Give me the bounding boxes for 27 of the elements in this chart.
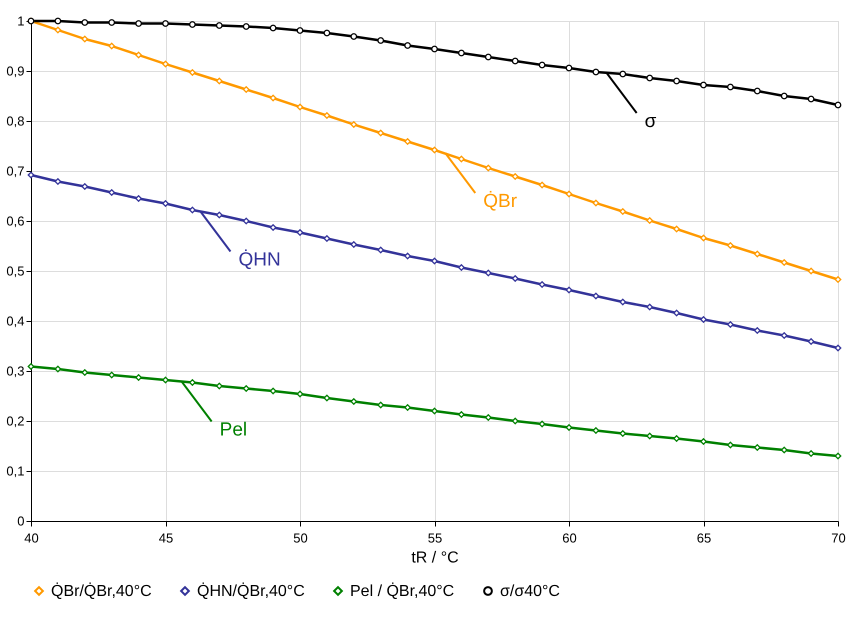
- y-tick-label: 0: [17, 514, 24, 528]
- y-tick-label: 0,8: [6, 114, 24, 128]
- y-tick-label: 0,9: [6, 64, 24, 78]
- y-tick-label: 0,7: [6, 164, 24, 178]
- y-tick-label: 0,4: [6, 314, 24, 328]
- x-tick-label: 40: [24, 530, 39, 546]
- x-tick-label: 60: [562, 530, 577, 546]
- y-tick-label: 0,2: [6, 414, 24, 428]
- x-tick-label: 65: [696, 530, 712, 546]
- x-tick-label: 55: [428, 530, 442, 546]
- annotation: Q̇HN: [238, 248, 281, 270]
- legend-label: Q̇HN/Q̇Br,40°C: [197, 582, 305, 600]
- y-tick-label: 0,1: [6, 464, 24, 478]
- annotation: Pel: [220, 420, 248, 440]
- legend-label: σ/σ40°C: [500, 583, 560, 600]
- x-axis-title: tR / °C: [411, 550, 459, 566]
- y-tick-label: 1: [17, 14, 24, 28]
- y-tick-label: 0,3: [6, 364, 24, 378]
- x-tick-label: 50: [293, 530, 308, 546]
- annotation: Q̇Br: [483, 190, 518, 212]
- x-tick-label: 45: [158, 530, 174, 546]
- y-tick-label: 0,5: [6, 264, 24, 278]
- annotation: σ: [644, 111, 657, 132]
- legend-label: Pel / Q̇Br,40°C: [350, 582, 454, 600]
- legend-label: Q̇Br/Q̇Br,40°C: [51, 582, 152, 600]
- y-tick-label: 0,6: [6, 214, 24, 228]
- x-tick-label: 70: [831, 530, 846, 546]
